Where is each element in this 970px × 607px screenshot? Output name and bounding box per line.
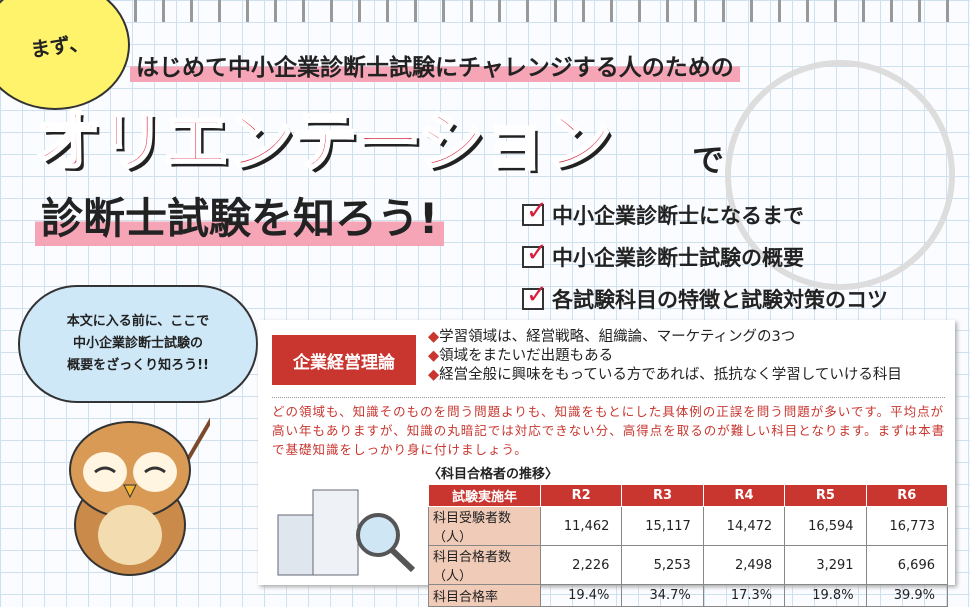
bullet-item: ◆領域をまたいだ出題もある [428,348,614,364]
checklist-item: 中小企業診断士試験の概要 [522,236,888,278]
bubble-line: 概要をざっくり知ろう!! [67,358,209,374]
bubble-line: 中小企業診断士試験の [72,335,203,351]
checkbox-icon [522,238,548,268]
title-particle: で [692,141,725,179]
checklist-label: 各試験科目の特徴と試験対策のコツ [552,288,888,312]
table-row: 科目合格率 19.4% 34.7% 17.3% 19.8% 39.9% [428,584,949,607]
bubble-line: 本文に入る前に、ここで [66,313,210,329]
bullet-item: ◆学習領域は、経営戦略、組織論、マーケティングの3つ [428,329,796,345]
checkbox-icon [522,280,548,310]
subtitle: はじめて中小企業診断士試験にチャレンジする人のための [130,48,740,82]
table-title: 〈科目合格者の推移〉 [428,467,559,482]
main-title: オリエンテーション [34,102,614,182]
pass-rate-table: 試験実施年 R2 R3 R4 R5 R6 科目受験者数（人） 11,462 15,117 14,… [428,484,949,607]
notebook-rings [120,0,970,22]
checkbox-icon [522,196,548,226]
speech-bubble: 本文に入る前に、ここで 中小企業診断士試験の 概要をざっくり知ろう!! [18,285,258,403]
checklist-label: 中小企業診断士試験の概要 [552,246,804,270]
subject-label: 企業経営理論 [272,335,416,385]
table-row: 科目受験者数（人） 11,462 15,117 14,472 16,594 16,773 [428,506,949,546]
checklist-item: 各試験科目の特徴と試験対策のコツ [522,278,888,320]
checklist-label: 中小企業診断士になるまで [552,204,804,228]
peace-symbol-decoration [725,60,955,290]
divider [272,397,945,398]
subject-card: 企業経営理論 ◆学習領域は、経営戦略、組織論、マーケティングの3つ ◆領域をまた… [258,320,955,607]
table-row: 科目合格者数（人） 2,226 5,253 2,498 3,291 6,696 [428,545,949,585]
table-header-row: 試験実施年 R2 R3 R4 R5 R6 [428,484,949,507]
checklist: 中小企業診断士になるまで 中小企業診断士試験の概要 各試験科目の特徴と試験対策の… [522,194,888,320]
memo-text: どの領域も、知識そのものを問う問題よりも、知識をもとにした具体例の正誤を問う問題… [272,404,946,457]
tagline: 診断士試験を知ろう! [35,185,445,246]
owl-mascot-icon [69,417,210,576]
bullet-list: ◆学習領域は、経営戦略、組織論、マーケティングの3つ ◆領域をまたいだ出題もある… [428,328,902,385]
checklist-item: 中小企業診断士になるまで [522,194,888,236]
buildings-magnifier-icon [277,489,416,576]
intro-text: まず、 [28,30,91,62]
bullet-item: ◆経営全般に興味をもっている方であれば、抵抗なく学習していける科目 [428,367,902,383]
